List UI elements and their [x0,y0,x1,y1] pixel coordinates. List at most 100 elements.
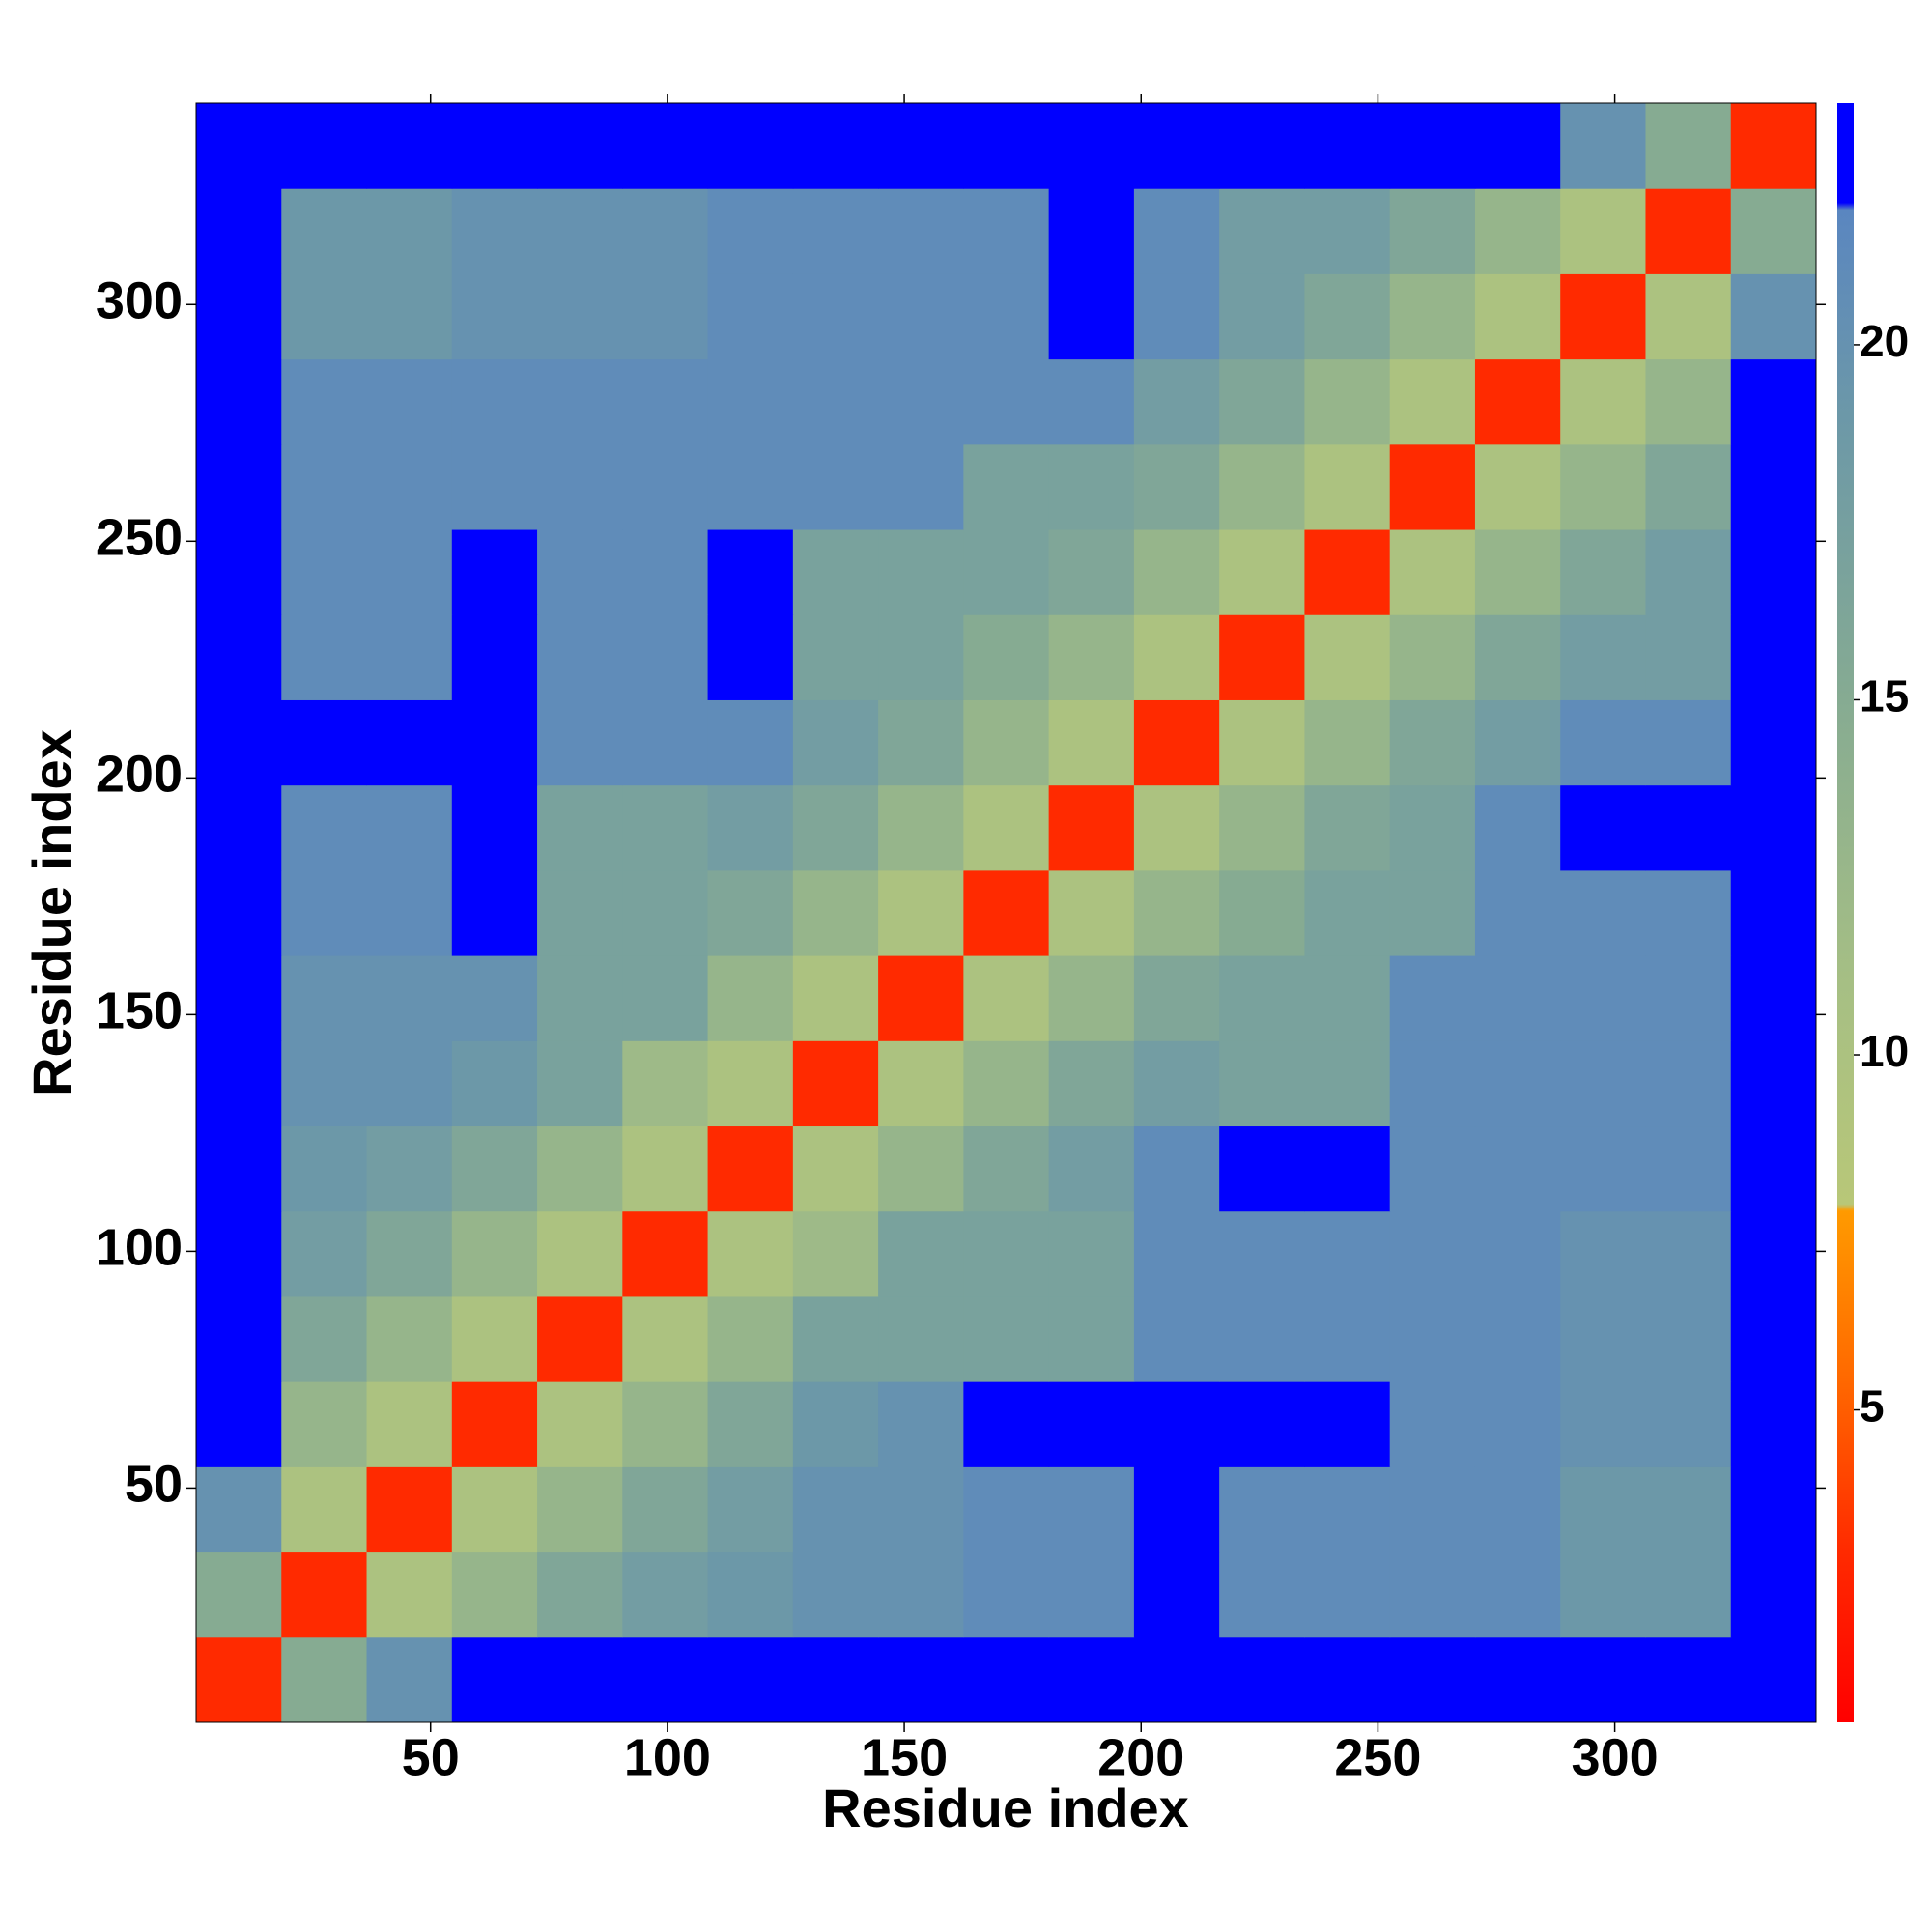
heatmap-cell [622,1466,709,1553]
heatmap-cell [1560,699,1646,786]
heatmap-cell [1730,1125,1817,1212]
heatmap-cell [707,1466,794,1553]
heatmap-cell [366,869,453,956]
heatmap-cell [1133,784,1220,871]
heatmap-cell [622,1040,709,1127]
heatmap-cell [707,1210,794,1297]
heatmap-cell [1304,529,1391,615]
heatmap-cell [366,1295,453,1382]
x-tick-label: 50 [402,1728,460,1786]
heatmap-cell [878,699,964,786]
heatmap-cell [1474,529,1561,615]
heatmap-cell [963,188,1050,274]
y-tick-label: 50 [125,1456,183,1514]
heatmap-cell [707,443,794,530]
heatmap-cell [451,103,538,189]
heatmap-cell [1133,1295,1220,1382]
heatmap-cell [537,273,623,360]
heatmap-cell [1389,1210,1476,1297]
heatmap-cell [963,103,1050,189]
heatmap-cell [366,614,453,700]
heatmap-cell [963,1040,1050,1127]
heatmap-cell [1560,1210,1646,1297]
heatmap-cell [1219,869,1305,956]
heatmap-cell [622,955,709,1041]
heatmap-cell [622,784,709,871]
heatmap-cell [281,614,368,700]
heatmap-cell [366,1040,453,1127]
heatmap-cell [537,1040,623,1127]
heatmap-cell [792,188,879,274]
heatmap-cell [281,103,368,189]
y-tick-label: 300 [96,272,183,330]
heatmap-cell [1474,614,1561,700]
heatmap-cell [792,103,879,189]
heatmap-cell [1219,1125,1305,1212]
heatmap-cell [366,188,453,274]
heatmap-cell [1560,103,1646,189]
y-axis-label: Residue index [21,729,82,1096]
heatmap-cell [281,699,368,786]
colorbar [1837,103,1854,1722]
heatmap-cell [878,1210,964,1297]
heatmap-cell [1389,869,1476,956]
heatmap-cell [1560,273,1646,360]
heatmap-cell [451,529,538,615]
heatmap-cell [878,1381,964,1467]
heatmap-cell [963,614,1050,700]
heatmap-cell [1048,443,1135,530]
heatmap-cell [1219,1636,1305,1723]
heatmap-cell [1048,1381,1135,1467]
y-tick-label: 250 [96,509,183,567]
heatmap-cell [537,784,623,871]
heatmap-cell [792,1636,879,1723]
heatmap-cell [792,358,879,445]
x-tick-label: 150 [861,1728,948,1786]
heatmap-cell [1304,1636,1391,1723]
heatmap-cell [792,1210,879,1297]
heatmap-cell [537,869,623,956]
heatmap-cell [1730,188,1817,274]
heatmap-cell [1474,188,1561,274]
x-axis-label: Residue index [822,1777,1189,1838]
heatmap-cell [196,1466,282,1553]
heatmap-cell [963,699,1050,786]
heatmap-cell [963,869,1050,956]
heatmap-cell [1730,1381,1817,1467]
heatmap-cell [792,443,879,530]
heatmap-cell [878,784,964,871]
heatmap-cell [281,443,368,530]
heatmap-cell [622,1636,709,1723]
heatmap-cell [1474,1466,1561,1553]
heatmap-cell [1474,358,1561,445]
heatmap-cell [707,1125,794,1212]
heatmap-cell [537,1125,623,1212]
heatmap-cell [878,1636,964,1723]
heatmap-cell [1645,1295,1732,1382]
heatmap-cell [281,273,368,360]
heatmap-cell [281,784,368,871]
heatmap-cell [196,614,282,700]
heatmap-cell [622,1381,709,1467]
heatmap-cell [707,784,794,871]
heatmap-cell [622,188,709,274]
heatmap-cell [1304,273,1391,360]
heatmap-cell [707,869,794,956]
heatmap-cell [1730,443,1817,530]
heatmap-cell [451,955,538,1041]
y-tick-label: 100 [96,1219,183,1277]
heatmap-cell [196,103,282,189]
heatmap-cell [1304,1466,1391,1553]
heatmap-cell [878,955,964,1041]
heatmap-cell [537,1466,623,1553]
heatmap-cell [196,955,282,1041]
heatmap-cell [366,273,453,360]
heatmap-cell [1304,699,1391,786]
heatmap-cell [1645,1381,1732,1467]
heatmap-cell [707,614,794,700]
heatmap-cell [792,1295,879,1382]
heatmap-cell [963,1551,1050,1638]
heatmap-cell [1474,1210,1561,1297]
heatmap-cell [281,358,368,445]
